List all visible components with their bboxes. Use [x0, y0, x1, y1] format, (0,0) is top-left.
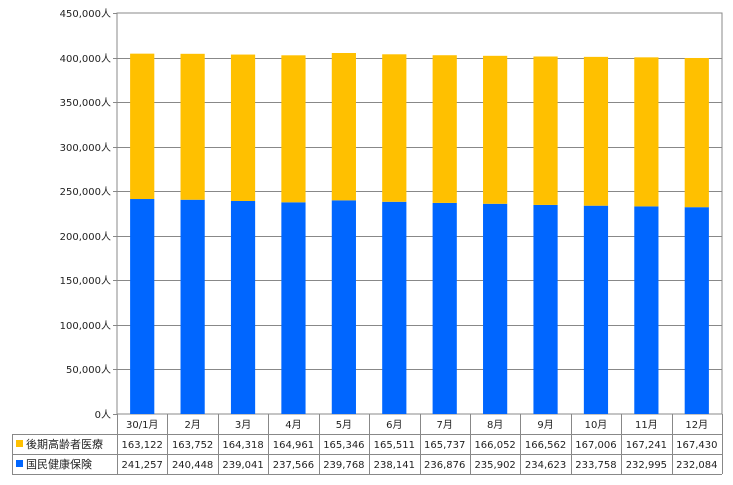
bar-segment	[583, 56, 609, 206]
data-table-cell: 165,511	[374, 440, 415, 451]
x-category-label: 6月	[386, 419, 402, 431]
legend-swatch	[16, 440, 23, 447]
data-table-cell: 235,902	[474, 460, 515, 471]
bar-segment	[583, 205, 609, 414]
bar-segment	[634, 57, 659, 207]
data-table-cell: 237,566	[273, 460, 314, 471]
x-category-label: 2月	[184, 419, 200, 431]
bar-segment	[533, 204, 558, 414]
y-tick-label: 300,000人	[60, 142, 111, 154]
data-table-cell: 234,623	[525, 460, 566, 471]
data-table-cell: 240,448	[172, 460, 213, 471]
x-category-label: 9月	[537, 419, 553, 431]
data-table-cell: 233,758	[575, 460, 616, 471]
y-tick-label: 400,000人	[60, 53, 111, 65]
x-category-label: 8月	[487, 419, 503, 431]
data-table-cell: 166,562	[525, 440, 566, 451]
y-tick-label: 250,000人	[60, 186, 111, 198]
data-table-cell: 167,430	[676, 440, 717, 451]
bar-segment	[533, 56, 558, 205]
legend-label: 国民健康保険	[26, 457, 92, 471]
bar-segment	[382, 54, 407, 202]
data-table-cell: 239,768	[323, 460, 364, 471]
bar-segment	[180, 53, 205, 200]
x-category-label: 11月	[635, 419, 658, 431]
y-tick-label: 200,000人	[60, 231, 111, 243]
data-table-cell: 165,346	[323, 440, 364, 451]
y-tick-label: 0人	[95, 409, 111, 421]
y-tick-label: 50,000人	[66, 364, 111, 376]
data-table-cell: 236,876	[424, 460, 465, 471]
data-table-cell: 163,122	[122, 440, 163, 451]
data-table-cell: 239,041	[222, 460, 263, 471]
data-table-cell: 164,961	[273, 440, 314, 451]
data-table-cell: 167,241	[626, 440, 667, 451]
bar-segment	[634, 206, 659, 414]
x-category-label: 4月	[285, 419, 301, 431]
data-table-cell: 238,141	[374, 460, 415, 471]
plot-area	[116, 12, 723, 415]
x-category-label: 3月	[235, 419, 251, 431]
bar-segment	[684, 57, 709, 208]
bar-segment	[281, 202, 306, 414]
bar-segment	[230, 54, 256, 201]
data-table-cell: 232,995	[626, 460, 667, 471]
bar-segment	[230, 200, 256, 414]
x-category-label: 5月	[336, 419, 352, 431]
bar-segment	[331, 200, 356, 414]
bar-segment	[130, 53, 155, 200]
x-category-label: 12月	[685, 419, 708, 431]
y-tick-label: 450,000人	[60, 8, 111, 20]
legend-label: 後期高齢者医療	[26, 437, 103, 451]
x-category-label: 7月	[437, 419, 453, 431]
data-table-cell: 166,052	[474, 440, 515, 451]
bar-segment	[684, 207, 709, 414]
data-table-cell: 232,084	[676, 460, 717, 471]
legend-swatch	[16, 460, 23, 467]
bar-segment	[281, 55, 306, 203]
x-category-label: 10月	[585, 419, 608, 431]
bar-segment	[483, 55, 508, 204]
data-table-cell: 165,737	[424, 440, 465, 451]
data-table-cell: 167,006	[575, 440, 616, 451]
bar-segment	[180, 199, 205, 414]
bar-segment	[432, 55, 457, 203]
y-tick-label: 100,000人	[60, 320, 111, 332]
bar-segment	[331, 52, 356, 201]
bar-segment	[130, 199, 155, 414]
bar-segment	[483, 203, 508, 414]
data-table-cell: 241,257	[122, 460, 163, 471]
data-table-cell: 164,318	[222, 440, 263, 451]
data-table-cell: 163,752	[172, 440, 213, 451]
x-category-label: 30/1月	[126, 419, 158, 431]
bar-segment	[432, 202, 457, 414]
y-tick-label: 150,000人	[60, 275, 111, 287]
y-tick-label: 350,000人	[60, 97, 111, 109]
bar-segment	[382, 201, 407, 414]
